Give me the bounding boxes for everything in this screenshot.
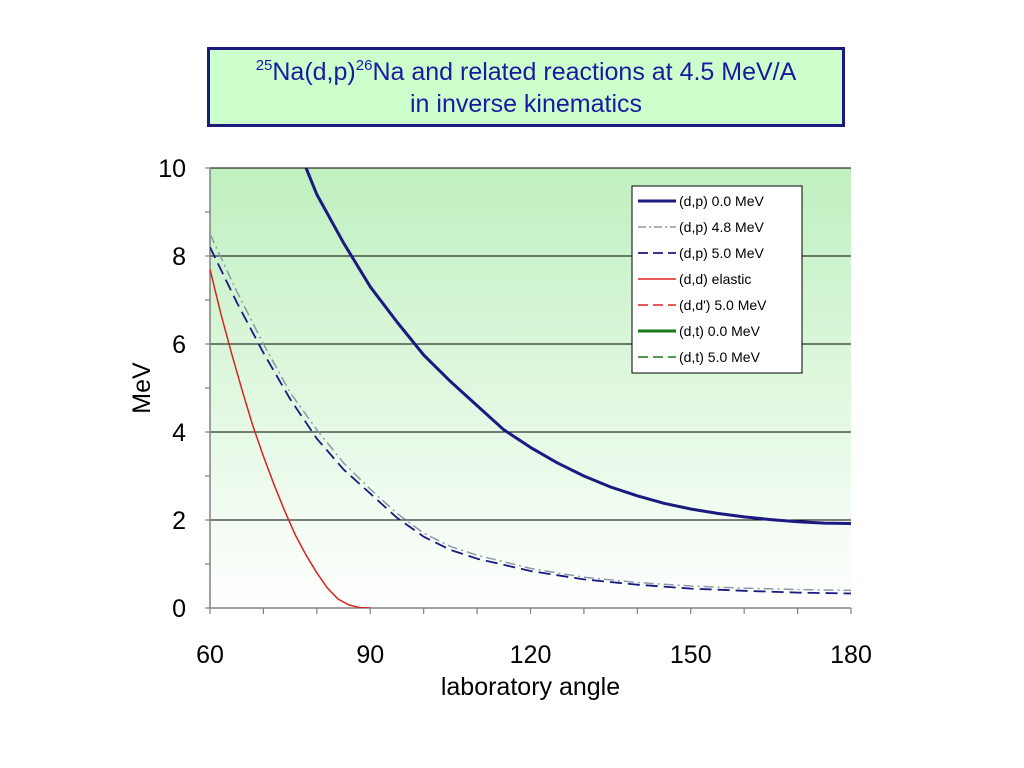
x-tick-label: 180: [830, 641, 872, 669]
legend-label-0: (d,p) 0.0 MeV: [679, 193, 764, 209]
chart-title-line1: 25Na(d,p)26Na and related reactions at 4…: [210, 56, 842, 88]
legend-label-2: (d,p) 5.0 MeV: [679, 245, 764, 261]
chart-title: 25Na(d,p)26Na and related reactions at 4…: [207, 47, 845, 127]
y-tick-label: 8: [172, 243, 186, 271]
title-superscript-26: 26: [355, 57, 373, 74]
x-tick-label: 150: [670, 641, 712, 669]
title-part2: Na and related reactions at 4.5 MeV/A: [372, 58, 797, 86]
y-tick-label: 4: [172, 419, 186, 447]
y-tick-label: 6: [172, 331, 186, 359]
y-axis-title: MeV: [128, 362, 156, 414]
chart-title-line2: in inverse kinematics: [409, 90, 643, 118]
legend-label-1: (d,p) 4.8 MeV: [679, 219, 764, 235]
y-tick-label: 10: [158, 155, 186, 183]
title-superscript-25: 25: [255, 57, 273, 74]
title-part1: Na(d,p): [272, 58, 356, 86]
legend-label-3: (d,d) elastic: [679, 271, 751, 287]
x-axis-title: laboratory angle: [441, 673, 620, 701]
x-tick-label: 60: [196, 641, 224, 669]
y-tick-label: 0: [172, 595, 186, 623]
legend-label-4: (d,d') 5.0 MeV: [679, 297, 767, 313]
series-line-2: [210, 246, 851, 595]
series-line-3: [210, 269, 371, 608]
legend-label-6: (d,t) 5.0 MeV: [679, 349, 761, 365]
legend-label-5: (d,t) 0.0 MeV: [679, 323, 761, 339]
series-line-0: [304, 168, 851, 525]
x-tick-label: 90: [356, 641, 384, 669]
y-tick-label: 2: [172, 507, 186, 535]
series-line-1: [210, 233, 851, 592]
x-tick-label: 120: [510, 641, 552, 669]
